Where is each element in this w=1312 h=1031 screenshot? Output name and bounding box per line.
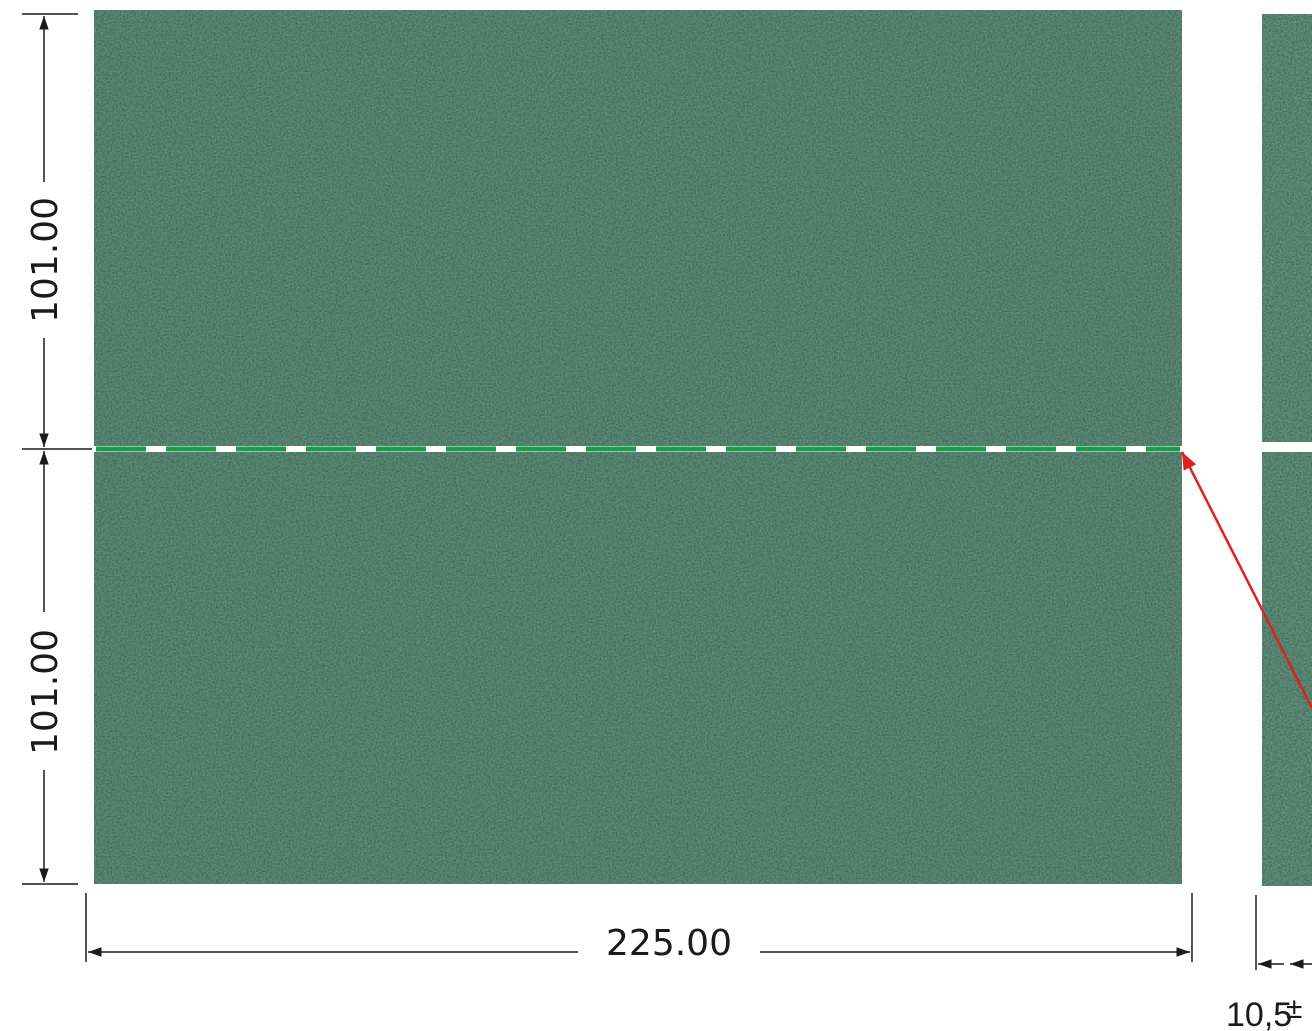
side-pad-top-shade <box>1262 14 1312 442</box>
thickness-dimension <box>1255 895 1312 970</box>
main-pad-top-half-shade <box>94 10 1182 446</box>
dimension-thickness-tolerance: ± <box>1286 992 1302 1025</box>
vertical-dimension <box>22 13 92 885</box>
dimension-thickness: 10,5 <box>1226 996 1292 1031</box>
pointer-arrow <box>1180 451 1312 709</box>
dimension-top-height: 101.00 <box>25 197 66 323</box>
side-pad <box>1262 14 1312 886</box>
dimension-width: 225.00 <box>606 923 732 964</box>
main-pad-bottom-half-shade <box>94 450 1182 884</box>
side-pad-bottom-shade <box>1262 452 1312 886</box>
main-pad <box>94 10 1182 884</box>
horizontal-dimension <box>85 893 1193 962</box>
dimension-bottom-height: 101.00 <box>25 629 66 755</box>
